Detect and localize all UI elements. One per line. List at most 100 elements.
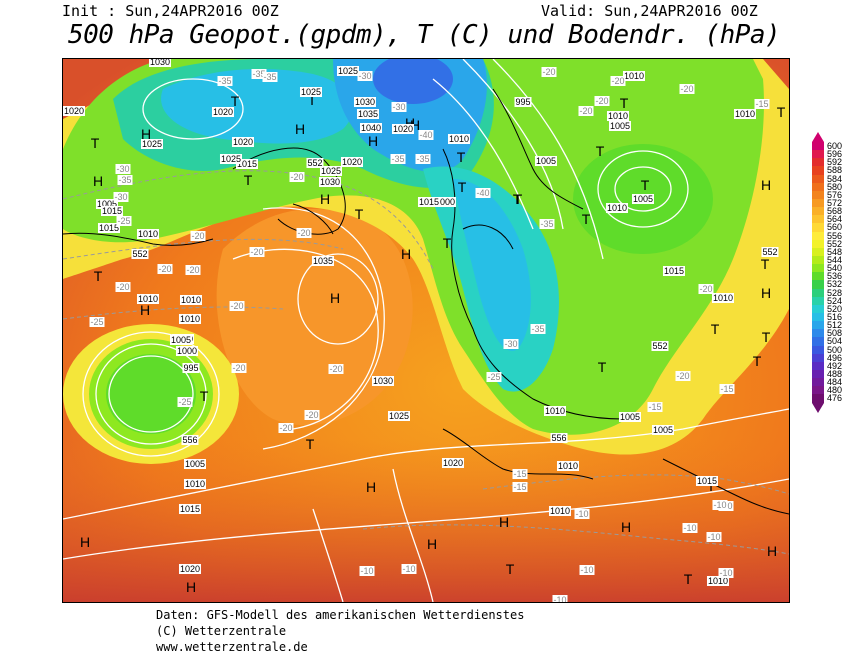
isobar-label: 1005: [651, 425, 675, 435]
geopotential-label: 552: [131, 249, 149, 259]
isobar-label: 1010: [605, 203, 629, 213]
legend-label: 552: [827, 238, 843, 249]
isobar-label: 1005: [169, 335, 193, 345]
map-field: [63, 59, 789, 602]
legend-swatch: [812, 223, 824, 232]
isotherm-label: -20: [115, 282, 131, 292]
isobar-label: 1010: [543, 406, 567, 416]
isobar-label: 1020: [391, 124, 415, 134]
isotherm-label: -35: [117, 175, 133, 185]
credits-url[interactable]: www.wetterzentrale.de: [156, 640, 308, 654]
legend-row: 516: [812, 312, 842, 322]
high-marker: H: [409, 117, 421, 133]
legend-label: 520: [827, 303, 843, 314]
low-marker: T: [505, 561, 515, 577]
legend-label: 548: [827, 246, 843, 257]
legend-swatch: [812, 190, 824, 199]
isotherm-label: -10: [579, 565, 595, 575]
legend-label: 576: [827, 189, 843, 200]
isotherm-label: -15: [719, 384, 735, 394]
isobar-label: 1030: [318, 177, 342, 187]
isobar-label: 995: [182, 363, 200, 373]
legend-row: 496: [812, 353, 842, 363]
isotherm-label: -10: [401, 564, 417, 574]
isobar-label: 1025: [387, 411, 411, 421]
high-marker: H: [365, 479, 377, 495]
low-marker: T: [595, 143, 605, 159]
legend-row: 548: [812, 247, 842, 257]
legend-row: 524: [812, 296, 842, 306]
legend-row: 476: [812, 393, 842, 403]
isobar-label: 1010: [178, 314, 202, 324]
low-marker: T: [513, 191, 523, 207]
legend-swatch: [812, 304, 824, 313]
low-marker: T: [512, 191, 522, 207]
legend-swatch: [812, 239, 824, 248]
legend-label: 584: [827, 173, 843, 184]
legend-label: 512: [827, 320, 843, 331]
isotherm-label: -35: [217, 76, 233, 86]
legend-label: 476: [827, 393, 843, 404]
isotherm-label: -20: [541, 67, 557, 77]
isobar-label: 1040: [359, 123, 383, 133]
isotherm-label: -10: [712, 500, 728, 510]
isobar-label: 1005: [183, 459, 207, 469]
legend-label: 580: [827, 181, 843, 192]
isobars: [63, 59, 789, 602]
legend-row: 520: [812, 304, 842, 314]
chart-title: 500 hPa Geopot.(gpdm), T (C) und Bodendr…: [68, 20, 781, 50]
low-marker: T: [760, 256, 770, 272]
legend-label: 540: [827, 263, 843, 274]
high-marker: H: [139, 302, 151, 318]
low-marker: T: [230, 93, 240, 109]
low-marker: T: [307, 92, 317, 108]
legend-swatch: [812, 312, 824, 322]
legend-row: 576: [812, 190, 842, 200]
low-marker: T: [776, 104, 786, 120]
isobar-label: 1035: [311, 256, 335, 266]
high-marker: H: [760, 177, 772, 193]
legend-label: 528: [827, 287, 843, 298]
isobar-label: 1005: [534, 156, 558, 166]
isobar-label: 1010: [136, 294, 160, 304]
legend-swatch: [812, 264, 824, 273]
legend-row: 508: [812, 328, 842, 338]
high-marker: H: [620, 519, 632, 535]
legend-row: 528: [812, 288, 842, 298]
low-marker: T: [354, 206, 364, 222]
low-marker: T: [752, 353, 762, 369]
legend-label: 492: [827, 360, 843, 371]
isotherm-label: -10: [682, 523, 698, 533]
isobar-label: 1015: [695, 476, 719, 486]
isotherm-label: -20: [328, 364, 344, 374]
legend-label: 588: [827, 165, 843, 176]
low-marker: T: [243, 172, 253, 188]
legend-label: 536: [827, 271, 843, 282]
isobar-label: 1020: [340, 157, 364, 167]
legend-label: 556: [827, 230, 843, 241]
low-marker: T: [90, 135, 100, 151]
legend-swatch: [812, 272, 824, 281]
isobar-label: 995: [514, 97, 532, 107]
low-marker: T: [199, 388, 209, 404]
geopotential-label: 556: [550, 433, 568, 443]
legend-swatch: [812, 337, 824, 346]
isobar-label: 1025: [140, 139, 164, 149]
high-marker: H: [140, 126, 152, 142]
legend-swatch: [812, 158, 824, 167]
legend-row: 536: [812, 271, 842, 281]
legend-swatch: [812, 329, 824, 338]
legend-swatch: [812, 280, 824, 289]
low-marker: T: [706, 478, 716, 494]
isobar-label: 1015: [417, 197, 441, 207]
isotherm-label: -25: [116, 216, 132, 226]
isobar-label: 1005: [608, 121, 632, 131]
isobar-label: 1035: [356, 109, 380, 119]
isobar-label: 1030: [353, 97, 377, 107]
isotherm-label: -10: [359, 566, 375, 576]
legend-swatch: [812, 386, 824, 395]
high-marker: H: [766, 543, 778, 559]
isotherm-label: -20: [249, 247, 265, 257]
legend-row: 540: [812, 263, 842, 273]
geopotential-label: 556: [181, 435, 199, 445]
